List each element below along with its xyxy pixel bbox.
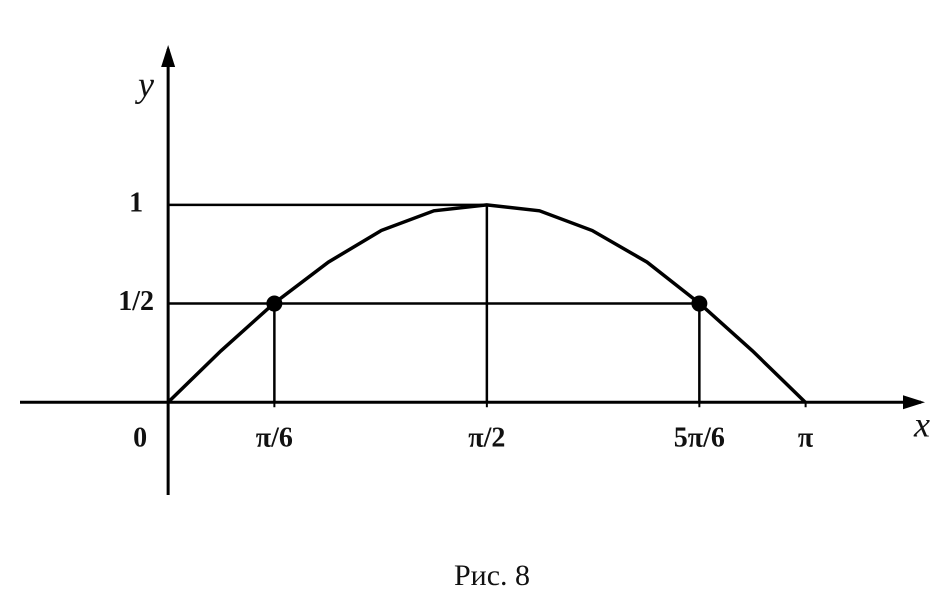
y-tick-label: 1 (129, 187, 143, 218)
x-axis-arrow (903, 395, 925, 410)
x-tick-label: 5π/6 (674, 423, 725, 454)
x-tick-label: π/2 (468, 423, 505, 454)
x-axis-label: x (913, 404, 930, 444)
y-axis-label: y (135, 64, 154, 104)
y-axis-arrow (161, 45, 176, 67)
point-marker (266, 295, 283, 312)
x-tick-label: π/6 (256, 423, 293, 454)
x-tick-label: π (798, 423, 814, 454)
x-tick-label: 0 (133, 423, 147, 454)
point-marker (691, 295, 708, 312)
y-tick-label: 1/2 (118, 286, 154, 317)
caption: Рис. 8 (454, 559, 530, 592)
